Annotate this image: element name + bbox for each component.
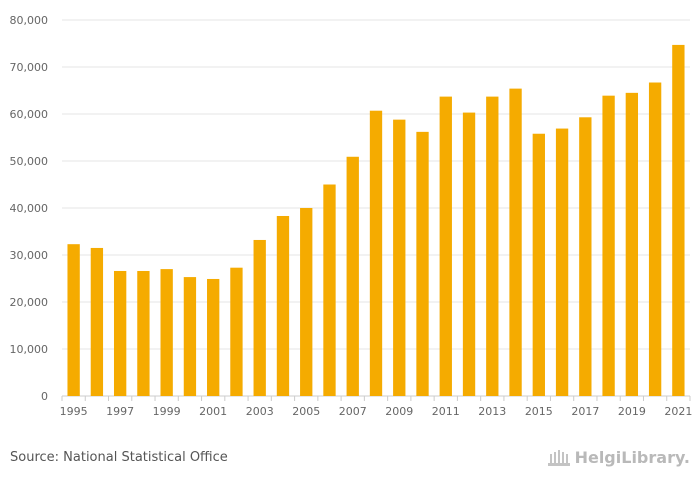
x-tick-label: 1997	[106, 405, 134, 418]
bar-2003	[253, 239, 266, 396]
bar-2021	[672, 44, 685, 396]
x-tick-label: 1995	[60, 405, 88, 418]
x-tick-label: 2015	[525, 405, 553, 418]
bar-2006	[323, 184, 336, 396]
y-tick-label: 50,000	[10, 155, 49, 168]
y-tick-label: 70,000	[10, 61, 49, 74]
library-building-icon	[547, 449, 570, 466]
bar-2000	[183, 277, 197, 396]
x-tick-label: 2009	[385, 405, 413, 418]
bar-1998	[137, 270, 150, 396]
x-tick-label: 1999	[153, 405, 181, 418]
bar-2001	[207, 278, 220, 396]
bar-2016	[555, 128, 569, 396]
bar-2012	[462, 112, 476, 396]
y-tick-label: 60,000	[10, 108, 49, 121]
bar-2011	[439, 96, 452, 397]
bar-1995	[67, 244, 80, 396]
bar-chart: 0 10,000 20,000 30,000 40,000 50,000 60,000 70,…	[10, 14, 693, 418]
bar-2020	[648, 82, 662, 396]
bar-2019	[625, 92, 639, 396]
y-tick-label: 20,000	[10, 296, 49, 309]
bar-2010	[416, 131, 429, 397]
bar-2013	[486, 96, 499, 397]
bar-2015	[532, 133, 545, 397]
helgi-library-logo[interactable]: HelgiLibrary.	[547, 448, 690, 467]
bar-2014	[509, 88, 522, 397]
x-tick-label: 2021	[664, 405, 692, 418]
bar-1999	[160, 269, 173, 396]
bar-1996	[90, 247, 104, 396]
y-tick-label: 40,000	[10, 202, 49, 215]
source-note: Source: National Statistical Office	[10, 450, 228, 465]
x-tick-label: 2019	[618, 405, 646, 418]
y-tick-label: 30,000	[10, 249, 49, 262]
bar-2005	[300, 208, 313, 396]
y-tick-label: 80,000	[10, 14, 49, 27]
brand-name: HelgiLibrary.	[574, 448, 690, 467]
bar-2007	[346, 156, 359, 396]
bar-2017	[579, 117, 592, 396]
x-tick-label: 2011	[432, 405, 460, 418]
x-tick-label: 2005	[292, 405, 320, 418]
bar-2002	[230, 267, 243, 396]
x-tick-label: 2007	[339, 405, 367, 418]
bar-2008	[369, 110, 383, 397]
x-tick-label: 2013	[478, 405, 506, 418]
x-tick-label: 2017	[571, 405, 599, 418]
bar-2004	[276, 215, 290, 396]
x-tick-label: 2001	[199, 405, 227, 418]
y-tick-label: 0	[41, 390, 48, 403]
x-tick-label: 2003	[246, 405, 274, 418]
bar-1997	[113, 270, 127, 396]
bar-2009	[393, 119, 406, 396]
y-tick-label: 10,000	[10, 343, 49, 356]
bar-2018	[602, 95, 615, 397]
